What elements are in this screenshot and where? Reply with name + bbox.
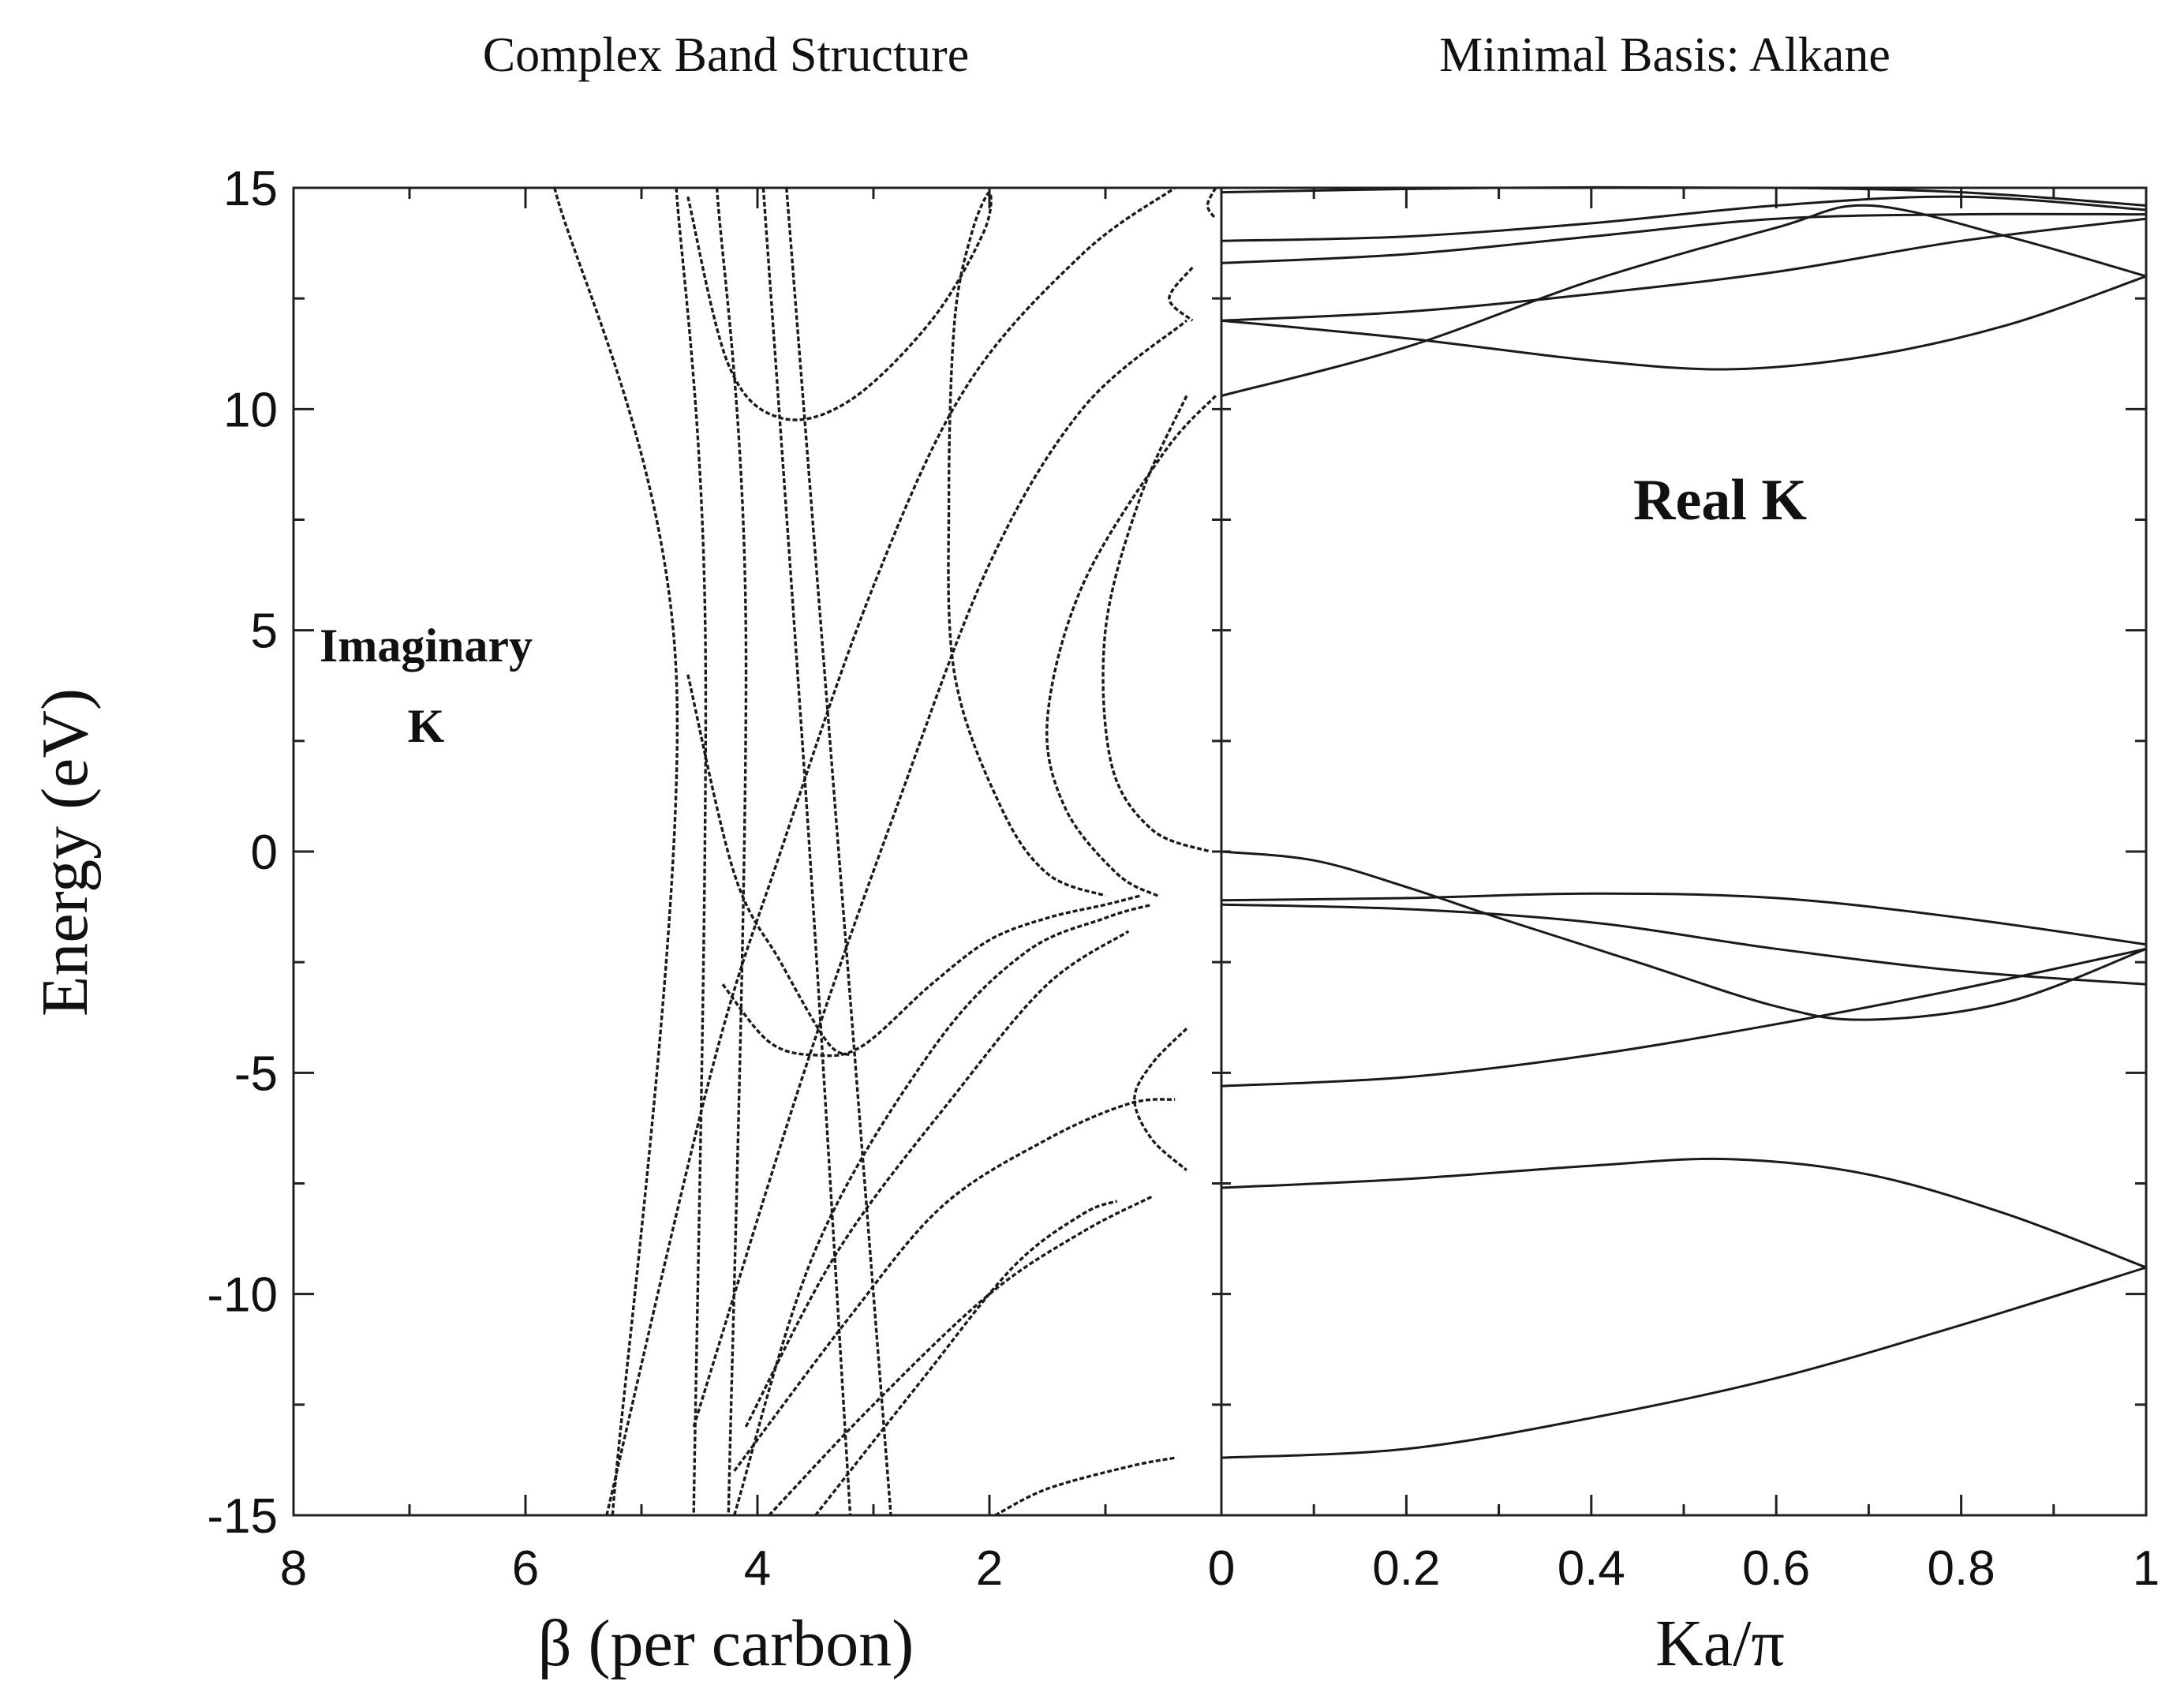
imaginary-band-loop-lower xyxy=(721,894,1141,1058)
imaginary-band-diag-3 xyxy=(732,903,1153,1516)
imaginary-band-diag-2 xyxy=(692,319,1188,1428)
y-tick-label: 10 xyxy=(223,383,278,437)
left-x-tick-label: 0 xyxy=(1208,1541,1235,1596)
imaginary-band-steep-3 xyxy=(715,187,748,1516)
imaginary-band-loop-upper xyxy=(686,190,1106,897)
y-tick-label: 5 xyxy=(251,605,278,659)
y-tick-label: -5 xyxy=(234,1046,278,1101)
left-x-tick-label: 8 xyxy=(280,1541,307,1596)
left-x-axis-label: β (per carbon) xyxy=(538,1607,914,1680)
imaginary-band-mid-1 xyxy=(733,1098,1176,1472)
real-band-band-5 xyxy=(1221,892,2147,946)
imaginary-band-bottom-small xyxy=(994,1456,1176,1517)
imaginary-band-arc-inner xyxy=(1101,395,1210,853)
y-tick-label: -15 xyxy=(207,1489,278,1544)
imaginary-k-label-line2: K xyxy=(408,700,445,752)
real-band-band-8 xyxy=(1221,275,2147,371)
imaginary-band-cross-desc xyxy=(686,674,851,1057)
real-band-band-7 xyxy=(1221,204,2147,397)
left-panel-title: Complex Band Structure xyxy=(483,28,969,82)
imaginary-band-arc-small-bottom xyxy=(1133,1028,1188,1171)
right-panel-title: Minimal Basis: Alkane xyxy=(1439,28,1890,82)
real-band-band-6 xyxy=(1221,903,2147,986)
y-tick-labels: 15 10 5 0 -5 -10 -15 xyxy=(207,162,278,1544)
y-axis-label: Energy (eV) xyxy=(28,688,102,1016)
real-band-band-10 xyxy=(1221,212,2147,264)
imaginary-band-arc-small-top xyxy=(1168,266,1194,322)
right-x-tick-label: 1 xyxy=(2133,1541,2160,1596)
imaginary-band-arc-outer xyxy=(1045,395,1217,897)
left-x-tick-labels: 8 6 4 2 0 xyxy=(280,1541,1235,1596)
real-band-band-11 xyxy=(1221,195,2147,242)
tick-marks xyxy=(292,186,2148,1517)
right-x-tick-label: 0.6 xyxy=(1742,1541,1810,1596)
left-x-tick-label: 2 xyxy=(976,1541,1003,1596)
imaginary-band-steep-5 xyxy=(785,187,892,1516)
imaginary-band-tiny-top xyxy=(1206,187,1217,220)
left-x-tick-label: 6 xyxy=(512,1541,539,1596)
real-k-bands xyxy=(1221,185,2147,1459)
real-k-label: Real K xyxy=(1633,468,1807,533)
y-tick-label: 0 xyxy=(251,826,278,880)
imaginary-band-mid-2 xyxy=(768,1195,1153,1517)
imaginary-k-bands xyxy=(553,186,1217,1517)
left-x-tick-label: 4 xyxy=(744,1541,771,1596)
right-x-tick-label: 0.2 xyxy=(1372,1541,1440,1596)
imaginary-band-diag-4 xyxy=(744,930,1130,1428)
y-tick-label: -10 xyxy=(207,1268,278,1323)
imaginary-k-label-line1: Imaginary xyxy=(320,620,533,672)
right-x-tick-labels: 0 0.2 0.4 0.6 0.8 1 xyxy=(1208,1541,2160,1596)
right-x-axis-label: Ka/π xyxy=(1655,1607,1785,1680)
real-band-band-9 xyxy=(1221,217,2147,322)
imaginary-band-steep-4 xyxy=(761,187,852,1516)
right-x-tick-label: 0 xyxy=(1208,1541,1235,1596)
y-tick-label: 15 xyxy=(223,162,278,216)
imaginary-band-steep-2 xyxy=(675,187,708,1516)
right-x-tick-label: 0.4 xyxy=(1558,1541,1625,1596)
real-band-band-3 xyxy=(1221,947,2147,1088)
plot-frame xyxy=(292,186,2148,1517)
imaginary-band-mid-3 xyxy=(814,1200,1118,1517)
real-band-band-4 xyxy=(1221,850,2147,1021)
right-x-tick-label: 0.8 xyxy=(1927,1541,1995,1596)
imaginary-band-diag-1 xyxy=(605,186,1176,1516)
real-band-band-1 xyxy=(1221,1266,2147,1459)
imaginary-band-steep-1 xyxy=(553,187,679,1516)
real-band-band-2 xyxy=(1221,1157,2147,1269)
